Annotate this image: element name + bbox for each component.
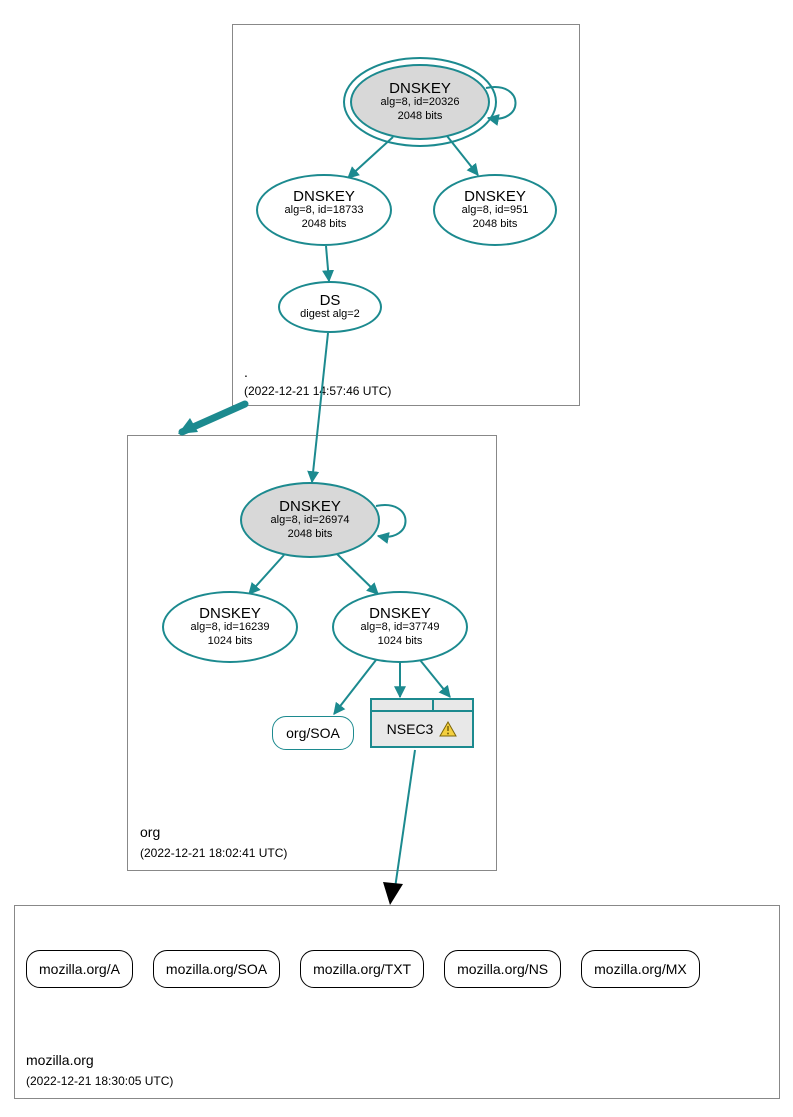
node-title: DNSKEY	[293, 189, 355, 204]
node-line3: 1024 bits	[208, 635, 253, 648]
node-title: DNSKEY	[199, 606, 261, 621]
arrowhead-nsec3-to-mozilla	[383, 882, 403, 905]
node-root-zsk2[interactable]: DNSKEY alg=8, id=951 2048 bits	[433, 174, 557, 246]
zone-root-label: .	[244, 364, 248, 380]
node-title: DNSKEY	[389, 81, 451, 96]
node-line3: 2048 bits	[288, 528, 333, 541]
node-line2: alg=8, id=18733	[285, 204, 364, 217]
rrset-mozilla-org-mx[interactable]: mozilla.org/MX	[581, 950, 700, 988]
node-line3: 1024 bits	[378, 635, 423, 648]
zone-mozilla-timestamp: (2022-12-21 18:30:05 UTC)	[26, 1074, 173, 1088]
warning-icon	[439, 721, 457, 737]
node-root-ksk[interactable]: DNSKEY alg=8, id=20326 2048 bits	[350, 64, 490, 140]
node-title: DNSKEY	[279, 499, 341, 514]
node-line2: alg=8, id=26974	[271, 514, 350, 527]
node-title: DNSKEY	[464, 189, 526, 204]
node-line2: digest alg=2	[300, 308, 360, 321]
node-line3: 2048 bits	[473, 218, 518, 231]
zone-mozilla-label: mozilla.org	[26, 1052, 94, 1068]
zone-org-label: org	[140, 824, 160, 840]
node-label: org/SOA	[286, 718, 340, 749]
rrset-mozilla-org-txt[interactable]: mozilla.org/TXT	[300, 950, 424, 988]
node-title: DS	[320, 293, 341, 308]
node-line3: 2048 bits	[398, 110, 443, 123]
node-nsec3[interactable]: NSEC3	[370, 698, 474, 748]
rrset-mozilla-org-a[interactable]: mozilla.org/A	[26, 950, 133, 988]
node-line2: alg=8, id=37749	[361, 621, 440, 634]
zone-root-timestamp: (2022-12-21 14:57:46 UTC)	[244, 384, 391, 398]
node-line2: alg=8, id=16239	[191, 621, 270, 634]
rrset-mozilla-org-soa[interactable]: mozilla.org/SOA	[153, 950, 280, 988]
node-org-ksk[interactable]: DNSKEY alg=8, id=26974 2048 bits	[240, 482, 380, 558]
node-org-zsk1[interactable]: DNSKEY alg=8, id=16239 1024 bits	[162, 591, 298, 663]
node-title: DNSKEY	[369, 606, 431, 621]
zone-mozilla-box	[14, 905, 780, 1099]
arrowhead-root-to-org	[178, 418, 198, 434]
rrsets-row: mozilla.org/A mozilla.org/SOA mozilla.org/…	[26, 950, 700, 988]
nsec3-label: NSEC3	[387, 721, 434, 737]
zone-org-timestamp: (2022-12-21 18:02:41 UTC)	[140, 846, 287, 860]
node-org-soa[interactable]: org/SOA	[272, 716, 354, 750]
node-line2: alg=8, id=20326	[381, 96, 460, 109]
node-root-ds[interactable]: DS digest alg=2	[278, 281, 382, 333]
node-root-zsk1[interactable]: DNSKEY alg=8, id=18733 2048 bits	[256, 174, 392, 246]
node-line3: 2048 bits	[302, 218, 347, 231]
edge-heavy-root-to-org	[182, 404, 245, 432]
node-line2: alg=8, id=951	[462, 204, 529, 217]
node-org-zsk2[interactable]: DNSKEY alg=8, id=37749 1024 bits	[332, 591, 468, 663]
rrset-mozilla-org-ns[interactable]: mozilla.org/NS	[444, 950, 561, 988]
